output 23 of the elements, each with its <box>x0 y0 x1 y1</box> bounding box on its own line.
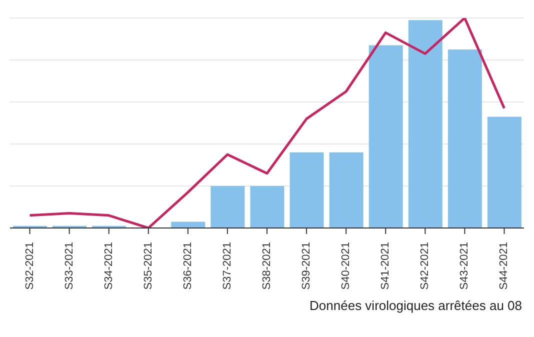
x-tick-label: S33-2021 <box>63 242 76 290</box>
bar <box>448 50 482 228</box>
x-tick-label: S43-2021 <box>458 242 471 290</box>
bar <box>210 186 245 228</box>
x-tick-label: S32-2021 <box>24 242 36 290</box>
x-tick-label: S39-2021 <box>300 242 313 290</box>
bar <box>368 45 403 228</box>
x-tick-label: S36-2021 <box>182 242 194 290</box>
x-tick-label: S42-2021 <box>419 242 432 290</box>
x-tick-label: S40-2021 <box>340 242 352 290</box>
bar <box>171 222 206 228</box>
bar <box>487 116 522 228</box>
bar <box>408 20 442 228</box>
x-tick-label: S44-2021 <box>498 242 510 290</box>
bar <box>250 186 284 228</box>
bar <box>290 152 324 228</box>
x-tick-label: S35-2021 <box>142 242 154 290</box>
text: Données virologiques arrêtées au 08 <box>308 298 523 313</box>
x-tick-label: S37-2021 <box>221 242 234 290</box>
x-tick-label: S34-2021 <box>102 242 115 290</box>
x-tick-label: S41-2021 <box>380 242 392 290</box>
x-tick-label: S38-2021 <box>261 242 273 290</box>
bar <box>329 152 364 228</box>
